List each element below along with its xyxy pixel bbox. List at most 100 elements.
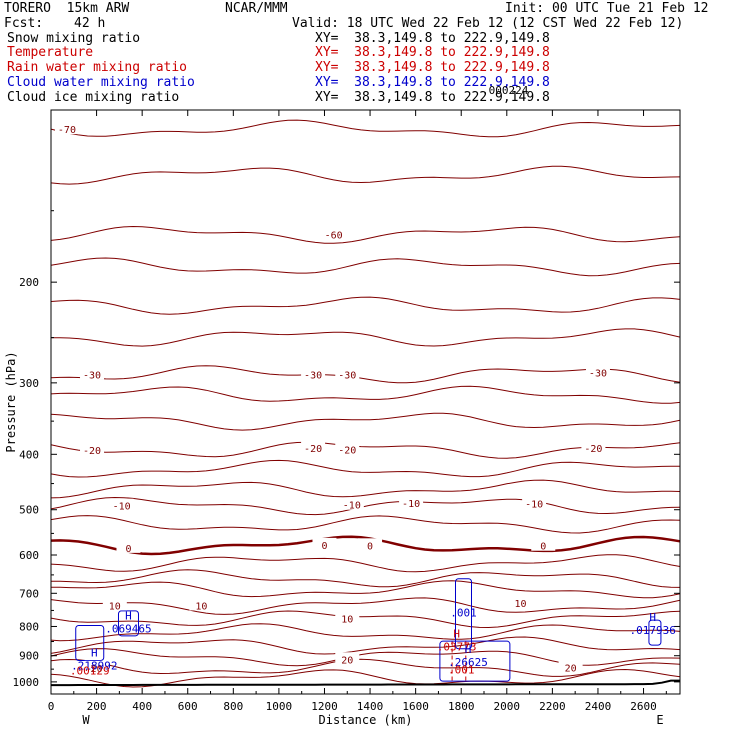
isotherm-label-bg: [335, 367, 360, 380]
isotherm-label: -10: [343, 501, 361, 512]
x-tick-label: 400: [132, 700, 152, 713]
isotherm-label: -20: [584, 444, 602, 455]
x-axis-label: Distance (km): [319, 713, 413, 727]
terrain-line: [51, 679, 680, 687]
isotherm-label: -20: [304, 444, 322, 455]
field-xy-snow: XY= 38.3,149.8 to 222.9,149.8: [315, 31, 550, 46]
field-name-snow: Snow mixing ratio: [7, 31, 141, 46]
isotherm-label-bg: [339, 497, 364, 510]
isotherm-line: [50, 636, 681, 655]
isotherm-label-bg: [80, 367, 105, 380]
cloud-water-contour: [439, 640, 511, 682]
isotherm-line: [50, 623, 681, 642]
field-xy-rain: XY= 38.3,149.8 to 222.9,149.8: [315, 60, 550, 75]
extremum-marker: H: [91, 647, 98, 660]
isotherm-label-bg: [531, 538, 556, 551]
x-tick-label: 0: [48, 700, 55, 713]
isotherm-label: -10: [525, 500, 543, 511]
isotherm-line: [50, 459, 680, 478]
isotherm-line: [50, 648, 681, 667]
cloud-water-contour: [454, 578, 472, 650]
y-tick-label: 300: [19, 377, 39, 390]
x-tick-label: 1400: [357, 700, 384, 713]
isotherm-line: [50, 385, 681, 404]
isotherm-label-bg: [358, 538, 383, 551]
west-endpoint-label: W: [82, 713, 90, 727]
cloud-water-contour: [117, 610, 139, 637]
field-name-cloud-water: Cloud water mixing ratio: [7, 75, 195, 90]
isotherm-label-bg: [581, 441, 606, 454]
isotherm-label-bg: [80, 442, 105, 455]
isotherm-label-bg: [335, 652, 360, 665]
header: TORERO 15km ARW NCAR/MMM Init: 00 UTC Tu…: [0, 0, 740, 110]
isotherm-label: 20: [341, 655, 353, 666]
isotherm-label-bg: [189, 598, 214, 611]
isotherm-label: 10: [514, 599, 526, 610]
y-tick-label: 800: [19, 620, 39, 633]
isotherm-label: 0: [321, 541, 327, 552]
valid-time: Valid: 18 UTC Wed 22 Feb 12 (12 CST Wed …: [292, 16, 684, 31]
x-tick-label: 1600: [402, 700, 429, 713]
extremum-marker: H: [649, 611, 656, 624]
model-title: TORERO 15km ARW: [4, 1, 130, 16]
extremum-marker: H: [465, 643, 472, 656]
field-name-cloud-ice: Cloud ice mixing ratio: [7, 90, 180, 105]
isotherm-label: -70: [58, 125, 76, 136]
isotherm-line: [51, 569, 681, 588]
isotherm-line: [50, 554, 681, 573]
extremum-value: .218992: [71, 660, 117, 673]
isotherm-line: [50, 412, 681, 431]
isotherm-label: 0: [540, 542, 546, 553]
x-tick-label: 1800: [448, 700, 475, 713]
extremum-marker: H: [453, 628, 460, 641]
extremum-value: .03773: [437, 641, 477, 654]
isotherm-line: [50, 365, 681, 384]
east-endpoint-label: E: [656, 713, 663, 727]
extremum-value: .001: [448, 664, 475, 677]
x-tick-label: 800: [223, 700, 243, 713]
isotherm-label-bg: [109, 498, 134, 511]
plot-frame: [50, 109, 681, 695]
extremum-value: .017936: [629, 624, 675, 637]
isotherm-line: [50, 479, 681, 499]
center-label: NCAR/MMM: [225, 1, 288, 16]
y-tick-label: 200: [19, 276, 39, 289]
isotherm-label-bg: [84, 660, 109, 673]
isotherm-label: 20: [91, 664, 103, 675]
isotherm-label: -10: [402, 499, 420, 510]
isotherm-label: -30: [304, 370, 322, 381]
cloud-water-contour: [648, 619, 662, 646]
isotherm-label-bg: [54, 122, 79, 135]
isotherm-label: -20: [83, 446, 101, 457]
stray-contour-label: .000224: [482, 84, 529, 97]
isotherm-line: [50, 535, 681, 556]
isotherm-line: [50, 610, 681, 629]
isotherm-label-bg: [335, 442, 360, 455]
x-tick-label: 2200: [539, 700, 566, 713]
isotherm-label-bg: [102, 598, 127, 611]
isotherm-line: [50, 225, 681, 244]
isotherm-line: [50, 296, 681, 315]
extremum-value: .069465: [105, 622, 151, 635]
field-xy-cloud-water: XY= 38.3,149.8 to 222.9,149.8: [315, 75, 550, 90]
x-tick-label: 1200: [311, 700, 338, 713]
x-tick-label: 2400: [585, 700, 612, 713]
isotherm-label: -10: [113, 502, 131, 513]
isotherm-label-bg: [558, 660, 583, 673]
isotherm-label-bg: [116, 540, 141, 553]
isotherm-line: [50, 496, 681, 516]
extremum-marker: H: [125, 609, 132, 622]
x-tick-label: 600: [178, 700, 198, 713]
x-tick-label: 2600: [630, 700, 657, 713]
cloud-water-contour: [75, 624, 105, 661]
y-tick-label: 600: [19, 549, 39, 562]
isotherm-label: -30: [338, 370, 356, 381]
isotherm-label: -30: [83, 370, 101, 381]
field-name-temperature: Temperature: [7, 45, 94, 60]
y-tick-label: 700: [19, 587, 39, 600]
x-tick-label: 2000: [494, 700, 521, 713]
extremum-value: .00129: [70, 665, 110, 678]
extremum-value: .001: [450, 606, 477, 619]
field-xy-cloud-ice: XY= 38.3,149.8 to 222.9,149.8: [315, 90, 550, 105]
field-name-rain: Rain water mixing ratio: [7, 60, 188, 75]
